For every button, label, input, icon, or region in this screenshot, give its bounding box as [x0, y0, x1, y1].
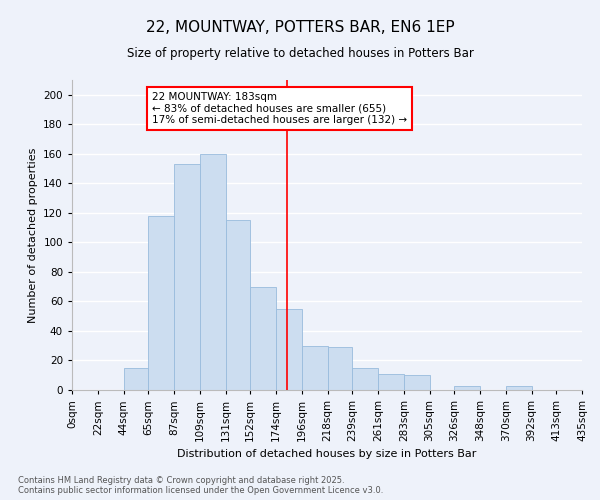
Y-axis label: Number of detached properties: Number of detached properties [28, 148, 38, 322]
Text: Size of property relative to detached houses in Potters Bar: Size of property relative to detached ho… [127, 48, 473, 60]
Bar [124, 368, 148, 390]
Bar [378, 374, 404, 390]
Bar [352, 368, 378, 390]
Text: 22 MOUNTWAY: 183sqm
← 83% of detached houses are smaller (655)
17% of semi-detac: 22 MOUNTWAY: 183sqm ← 83% of detached ho… [152, 92, 407, 125]
Bar [302, 346, 328, 390]
Bar [174, 164, 200, 390]
Bar [226, 220, 250, 390]
Bar [276, 309, 302, 390]
Bar [404, 375, 430, 390]
Bar [506, 386, 532, 390]
Bar [328, 347, 352, 390]
Bar [454, 386, 480, 390]
Text: Contains HM Land Registry data © Crown copyright and database right 2025.
Contai: Contains HM Land Registry data © Crown c… [18, 476, 383, 495]
Bar [200, 154, 226, 390]
Bar [148, 216, 174, 390]
Text: 22, MOUNTWAY, POTTERS BAR, EN6 1EP: 22, MOUNTWAY, POTTERS BAR, EN6 1EP [146, 20, 454, 35]
Bar [250, 286, 276, 390]
X-axis label: Distribution of detached houses by size in Potters Bar: Distribution of detached houses by size … [178, 450, 476, 460]
